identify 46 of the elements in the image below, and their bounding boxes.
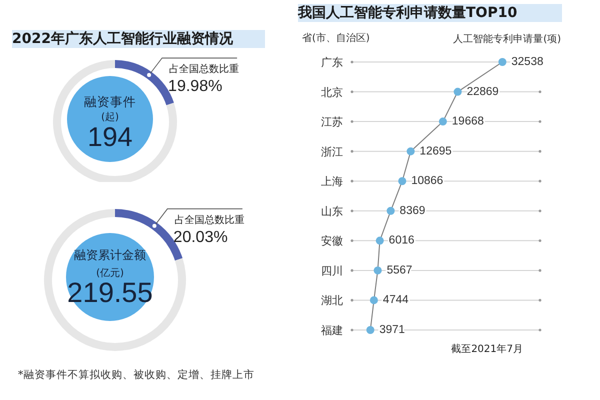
y-tick-label: 山东 bbox=[321, 204, 343, 218]
text: 194 bbox=[87, 122, 133, 152]
y-tick-label: 福建 bbox=[321, 324, 343, 336]
data-label: 19668 bbox=[452, 116, 484, 128]
point bbox=[386, 206, 395, 215]
y-axis-title: 省(市、自治区) bbox=[302, 33, 370, 44]
chart-title: 我国人工智能专利申请数量TOP10 bbox=[298, 4, 518, 22]
point bbox=[498, 58, 506, 66]
slice-label: 占全国总数比重 bbox=[169, 62, 240, 75]
y-tick-label: 浙江 bbox=[321, 144, 343, 158]
data-label: 4744 bbox=[382, 294, 410, 306]
point bbox=[370, 296, 378, 304]
point bbox=[406, 147, 415, 156]
point bbox=[374, 266, 382, 274]
y-tick-label: 上海 bbox=[321, 174, 343, 188]
annotation: 截至2021年7月 bbox=[451, 344, 523, 355]
data-label: 20.03% bbox=[173, 228, 228, 246]
data-label: 5567 bbox=[386, 264, 412, 276]
slice-label: 占全国总数比重 bbox=[174, 213, 244, 226]
data-label: 8369 bbox=[400, 204, 426, 217]
point bbox=[454, 88, 462, 96]
data-label: 12695 bbox=[420, 145, 452, 158]
x-axis-title: 人工智能专利申请量(项) bbox=[453, 34, 561, 45]
y-tick-label: 北京 bbox=[321, 85, 343, 98]
data-label: 10866 bbox=[411, 175, 444, 188]
data-label: 19.98% bbox=[168, 78, 222, 95]
text: *融资事件不算拟收购、被收购、定增、挂牌上市 bbox=[18, 369, 254, 381]
y-tick-label: 广东 bbox=[321, 56, 343, 68]
y-tick-label: 江苏 bbox=[321, 115, 343, 128]
text: (起) bbox=[101, 112, 119, 123]
data-label: 22869 bbox=[466, 86, 499, 98]
data-label: 6016 bbox=[388, 234, 414, 247]
y-tick-label: 湖北 bbox=[321, 294, 343, 307]
point bbox=[366, 326, 374, 334]
point bbox=[376, 236, 384, 245]
text: 融资事件 bbox=[84, 94, 136, 108]
data-label: 3971 bbox=[379, 324, 405, 336]
data-label: 32538 bbox=[511, 56, 544, 68]
y-tick-label: 安徽 bbox=[321, 234, 343, 248]
text: 融资累计金额 bbox=[74, 248, 146, 262]
chart-title: 2022年广东人工智能行业融资情况 bbox=[12, 30, 233, 48]
point bbox=[398, 177, 406, 186]
text: (亿元) bbox=[96, 268, 124, 279]
y-tick-label: 四川 bbox=[321, 264, 343, 277]
text: 219.55 bbox=[67, 277, 153, 308]
point bbox=[438, 118, 447, 126]
